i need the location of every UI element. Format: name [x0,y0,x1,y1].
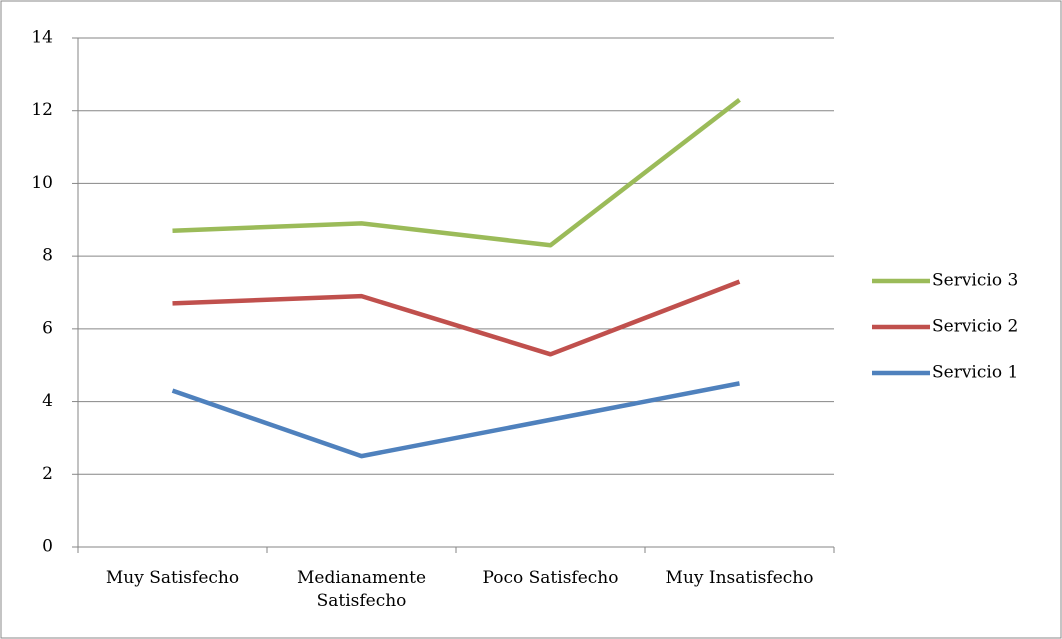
y-tick-label: 10 [31,173,53,193]
series-line [172,279,741,357]
legend-label: Servicio 1 [932,363,1018,383]
y-tick-label: 8 [42,246,53,266]
x-tick-label: Muy Insatisfecho [665,568,814,588]
y-tick-label: 14 [31,28,53,48]
y-tick-label: 0 [42,537,53,557]
y-tick-label: 6 [42,318,53,338]
legend-label: Servicio 2 [932,317,1018,337]
series-line [171,381,740,459]
y-tick-label: 12 [31,100,53,120]
legend-label: Servicio 3 [932,271,1018,291]
y-tick-label: 4 [42,391,53,411]
x-tick-label: Medianamente Satisfecho [296,568,427,611]
series-line [172,98,741,248]
x-tick-label: Muy Satisfecho [105,568,240,588]
y-tick-label: 2 [42,464,53,484]
x-tick-label: Poco Satisfecho [482,568,619,588]
